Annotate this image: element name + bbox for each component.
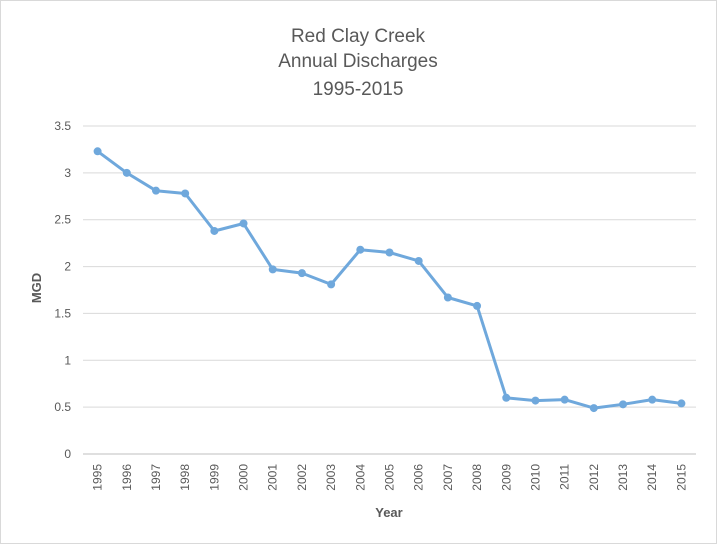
x-tick-label: 2010 — [528, 464, 542, 491]
x-tick-label: 2002 — [295, 464, 309, 491]
data-point — [239, 219, 248, 228]
x-tick-label: 1998 — [178, 464, 192, 491]
chart-title-line-3: 1995-2015 — [313, 79, 404, 100]
data-point — [414, 256, 423, 265]
y-tick-label: 1.5 — [54, 306, 71, 320]
x-tick-label: 2012 — [587, 464, 601, 491]
data-point — [531, 396, 540, 405]
x-tick-label: 2005 — [383, 464, 397, 491]
gridlines — [83, 125, 696, 455]
y-tick-label: 2 — [64, 260, 71, 274]
x-tick-label: 2000 — [237, 464, 251, 491]
data-point — [210, 226, 219, 235]
y-tick-label: 3.5 — [54, 119, 71, 133]
x-tick-label: 1997 — [149, 464, 163, 491]
data-point — [560, 395, 569, 404]
data-point — [151, 186, 160, 195]
y-tick-label: 0.5 — [54, 400, 71, 414]
data-point — [648, 395, 657, 404]
x-tick-label: 2011 — [558, 464, 572, 490]
y-tick-labels: 0 0.5 1 1.5 2 2.5 3 3.5 — [54, 119, 71, 461]
x-tick-label: 2009 — [499, 464, 513, 491]
data-point — [619, 400, 628, 409]
y-tick-label: 0 — [64, 447, 71, 461]
y-axis-title: MGD — [29, 273, 44, 303]
x-tick-label: 2001 — [266, 464, 280, 491]
y-tick-label: 3 — [64, 166, 71, 180]
x-tick-label: 2004 — [353, 464, 367, 491]
x-tick-label: 2003 — [324, 464, 338, 491]
data-point — [268, 265, 277, 274]
data-point — [327, 280, 336, 289]
data-point — [589, 404, 598, 413]
data-point — [122, 168, 131, 177]
data-point — [443, 293, 452, 302]
x-tick-label: 1995 — [91, 464, 105, 491]
x-tick-labels: 1995 1996 1997 1998 1999 2000 2001 2002 2003 2004… — [91, 464, 689, 491]
data-point — [502, 393, 511, 402]
x-tick-label: 2013 — [616, 464, 630, 491]
series-group — [93, 147, 686, 413]
x-tick-label: 2014 — [645, 464, 659, 491]
x-axis-title: Year — [375, 505, 402, 520]
x-tick-label: 1996 — [120, 464, 134, 491]
data-point — [473, 301, 482, 310]
chart-title-line-2: Annual Discharges — [278, 51, 437, 72]
data-point — [677, 399, 686, 408]
data-point — [93, 147, 102, 156]
data-point — [297, 269, 306, 278]
x-tick-label: 2015 — [674, 464, 688, 491]
data-point — [356, 245, 365, 254]
x-tick-label: 2008 — [470, 464, 484, 491]
x-tick-label: 2006 — [412, 464, 426, 491]
y-tick-label: 1 — [64, 353, 71, 367]
x-tick-label: 1999 — [207, 464, 221, 491]
x-tick-label: 2007 — [441, 464, 455, 491]
data-point — [181, 189, 190, 198]
y-tick-label: 2.5 — [54, 213, 71, 227]
chart-title-line-1: Red Clay Creek — [291, 26, 426, 47]
data-point — [385, 248, 394, 257]
